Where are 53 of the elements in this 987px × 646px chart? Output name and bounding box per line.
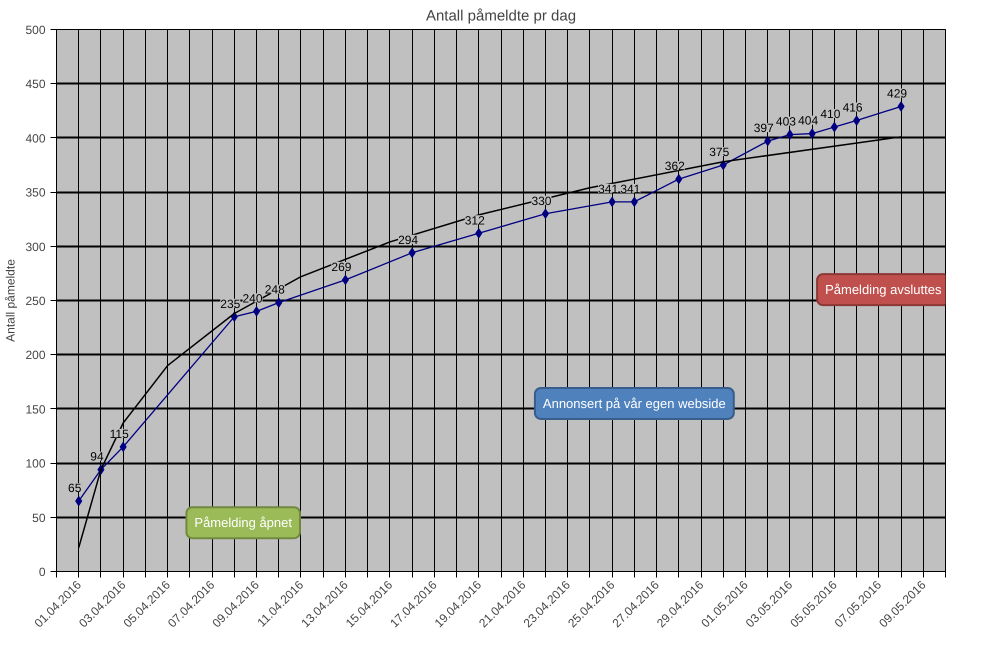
point — [630, 196, 638, 207]
data-label: 235 — [220, 296, 241, 311]
point — [75, 496, 82, 506]
point — [342, 274, 349, 285]
point — [830, 122, 838, 132]
y-tick-label: 450 — [25, 77, 46, 92]
data-label: 269 — [331, 260, 352, 274]
point — [764, 136, 772, 146]
point — [808, 128, 816, 139]
y-tick-label: 150 — [25, 402, 46, 416]
point — [120, 442, 127, 452]
data-label: 416 — [842, 100, 863, 115]
data-label: 341 — [620, 182, 641, 196]
data-label: 397 — [754, 121, 774, 136]
data-label: 362 — [664, 159, 686, 174]
data-label: 240 — [242, 291, 263, 306]
annotation: Påmelding åpnet — [194, 515, 292, 530]
chart-title: Antall påmeldte pr dag — [426, 8, 576, 24]
point — [408, 248, 416, 258]
data-label: 65 — [68, 481, 82, 496]
y-tick-label: 0 — [38, 565, 46, 579]
annotation: Påmelding avsluttes — [825, 282, 942, 298]
point — [675, 174, 682, 184]
y-tick-label: 400 — [25, 131, 46, 146]
data-label: 404 — [798, 114, 818, 128]
y-tick-label: 100 — [25, 456, 46, 471]
data-label: 375 — [709, 145, 730, 159]
point — [898, 101, 905, 112]
point — [253, 306, 260, 316]
data-label: 410 — [820, 107, 841, 122]
point — [542, 208, 549, 219]
data-label: 94 — [90, 450, 104, 464]
point — [853, 116, 860, 126]
data-label: 341 — [598, 182, 618, 196]
data-label: 330 — [531, 194, 552, 208]
point — [608, 196, 616, 207]
y-tick-label: 350 — [25, 186, 46, 200]
y-axis-title: Antall påmeldte — [3, 258, 18, 342]
data-label: 294 — [398, 232, 418, 247]
data-label: 115 — [110, 426, 130, 441]
y-tick-label: 500 — [25, 23, 46, 37]
y-tick-label: 250 — [25, 294, 46, 308]
data-label: 312 — [464, 213, 486, 228]
y-tick-label: 200 — [25, 348, 46, 362]
y-tick-label: 300 — [25, 240, 46, 254]
data-label: 248 — [264, 282, 286, 297]
point — [786, 130, 794, 140]
data-label: 429 — [887, 86, 908, 100]
y-tick-label: 50 — [32, 510, 46, 525]
point — [275, 298, 282, 308]
data-label: 403 — [776, 114, 796, 129]
point — [475, 228, 482, 238]
annotation: Annonsert på vår egen webside — [542, 396, 726, 411]
